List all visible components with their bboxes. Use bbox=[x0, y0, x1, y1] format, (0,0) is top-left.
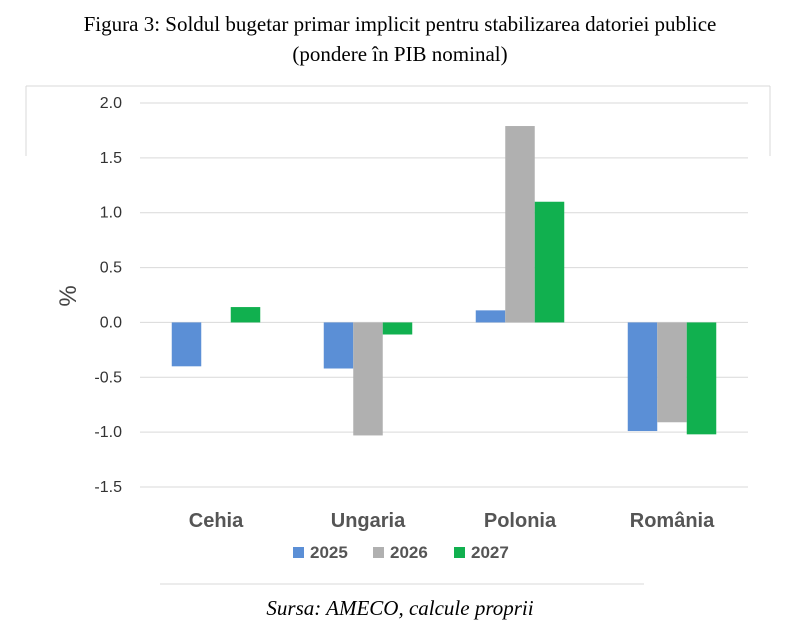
legend-label-2025: 2025 bbox=[310, 543, 348, 562]
source-note: Sursa: AMECO, calcule proprii bbox=[266, 596, 534, 620]
bar-2025-1 bbox=[323, 322, 354, 369]
bar-2025-3 bbox=[627, 322, 658, 432]
y-tick-label: 0.0 bbox=[100, 314, 122, 331]
category-label: Ungaria bbox=[331, 510, 406, 532]
bar-2027-2 bbox=[534, 201, 565, 323]
y-tick-label: -1.0 bbox=[94, 424, 122, 441]
legend-swatch-2027 bbox=[454, 547, 465, 558]
y-tick-label: -1.5 bbox=[94, 479, 122, 496]
bar-2027-1 bbox=[382, 322, 413, 335]
legend-swatch-2026 bbox=[373, 547, 384, 558]
legend-label-2026: 2026 bbox=[390, 543, 428, 562]
y-tick-label: 0.5 bbox=[100, 260, 122, 277]
y-tick-label: -0.5 bbox=[94, 369, 122, 386]
bar-2026-2 bbox=[505, 126, 535, 323]
category-label: Polonia bbox=[484, 510, 557, 532]
figure-title: Figura 3: Soldul bugetar primar implicit… bbox=[83, 12, 717, 36]
y-axis-label: % bbox=[55, 285, 82, 306]
y-tick-label: 1.0 bbox=[100, 205, 122, 222]
legend-label-2027: 2027 bbox=[471, 543, 509, 562]
legend-swatch-2025 bbox=[293, 547, 304, 558]
bar-2027-0 bbox=[230, 307, 261, 323]
category-label: România bbox=[630, 510, 715, 532]
bar-2026-3 bbox=[657, 322, 687, 423]
y-tick-label: 2.0 bbox=[100, 95, 122, 112]
figure-subtitle: (pondere în PIB nominal) bbox=[292, 42, 508, 66]
bar-2027-3 bbox=[686, 322, 717, 435]
bar-2025-2 bbox=[475, 310, 506, 323]
bar-2026-1 bbox=[353, 322, 383, 436]
category-label: Cehia bbox=[189, 510, 244, 532]
bar-2025-0 bbox=[171, 322, 202, 367]
y-tick-label: 1.5 bbox=[100, 150, 122, 167]
